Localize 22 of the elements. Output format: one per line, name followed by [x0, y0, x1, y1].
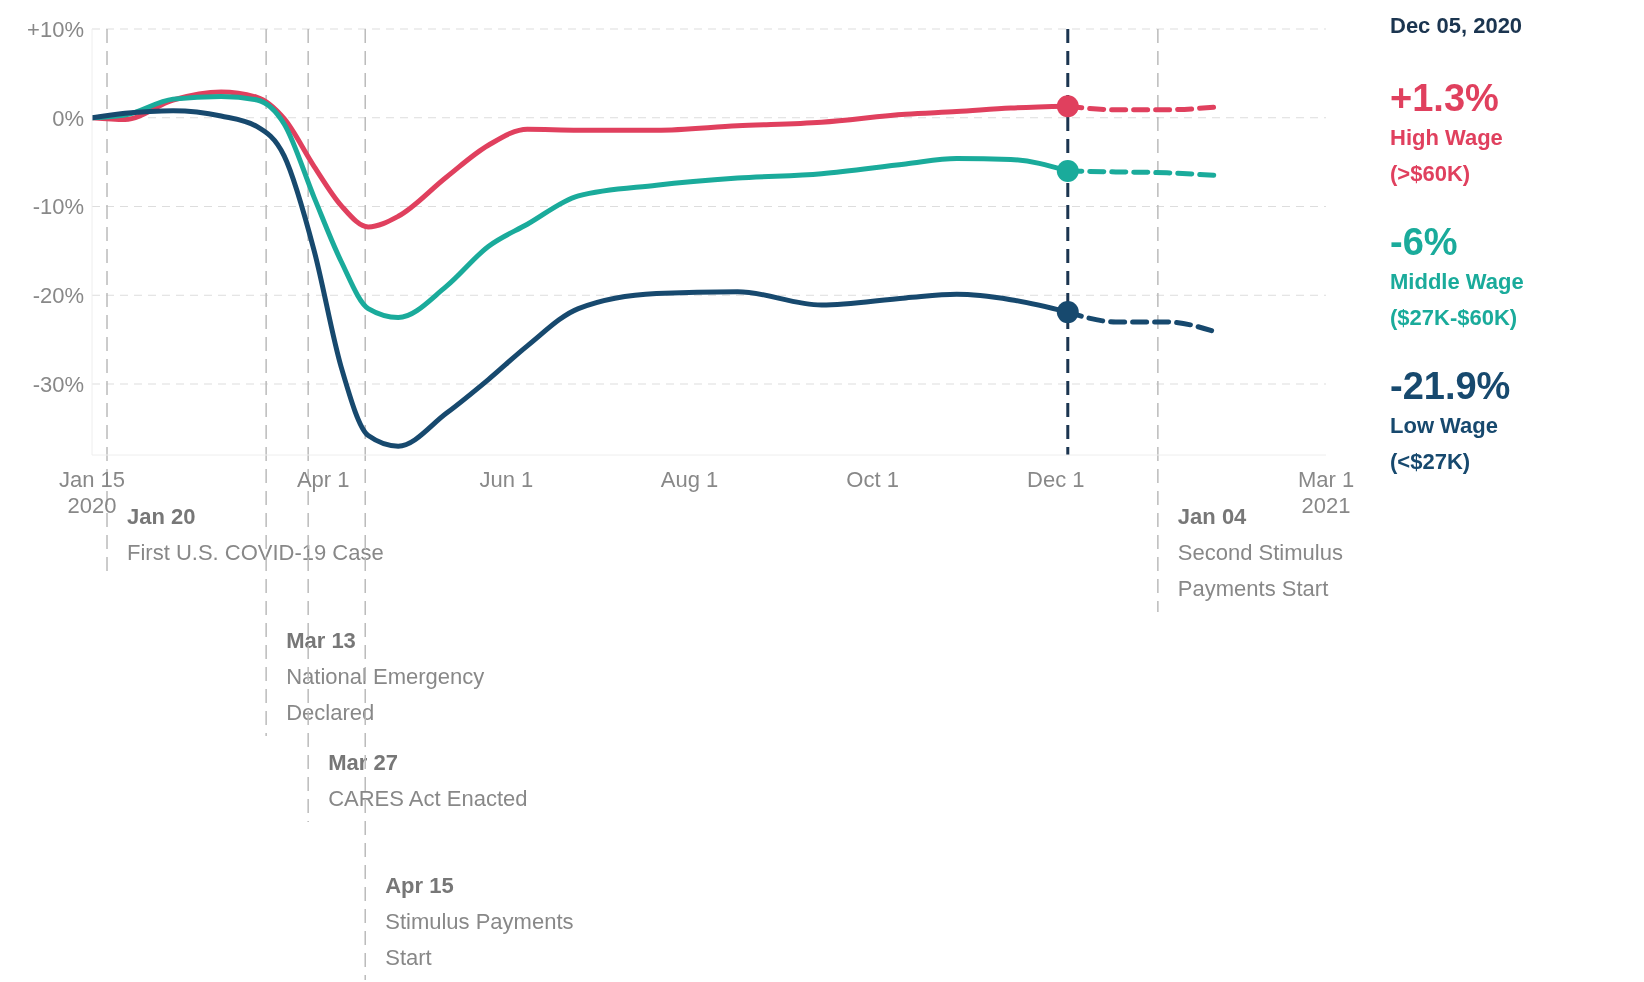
x-tick-label: Jun 1: [479, 467, 534, 492]
text: High Wage (>$60K): [1390, 124, 1504, 188]
y-tick-label: -10%: [32, 194, 84, 220]
x-tick-label: Jan 15 2020: [58, 467, 126, 518]
text: -6%: [1390, 220, 1459, 264]
ref-line-label: Apr 15 Stimulus Payments Start: [385, 873, 574, 970]
y-tick-label: -20%: [32, 283, 84, 309]
text: -21.9%: [1390, 364, 1512, 408]
x-tick-label: Dec 1: [1027, 467, 1085, 492]
text: Dec 05, 2020: [1390, 12, 1524, 40]
ref-line-label: Jan 20 First U.S. COVID-19 Case: [127, 504, 384, 565]
y-tick-label: +10%: [27, 16, 84, 42]
y-tick-label: 0%: [52, 105, 84, 131]
ref-line-label: Mar 27 CARES Act Enacted: [328, 750, 528, 811]
x-tick-label: Aug 1: [660, 467, 719, 492]
text: Middle Wage ($27K-$60K): [1390, 268, 1525, 332]
x-tick-label: Apr 1: [296, 467, 350, 492]
text: +1.3%: [1390, 76, 1500, 120]
text: Low Wage (<$27K): [1390, 412, 1499, 476]
x-tick-label: Oct 1: [846, 467, 899, 492]
ref-line-label: Mar 13 National Emergency Declared: [286, 628, 485, 725]
y-tick-label: -30%: [32, 371, 84, 397]
